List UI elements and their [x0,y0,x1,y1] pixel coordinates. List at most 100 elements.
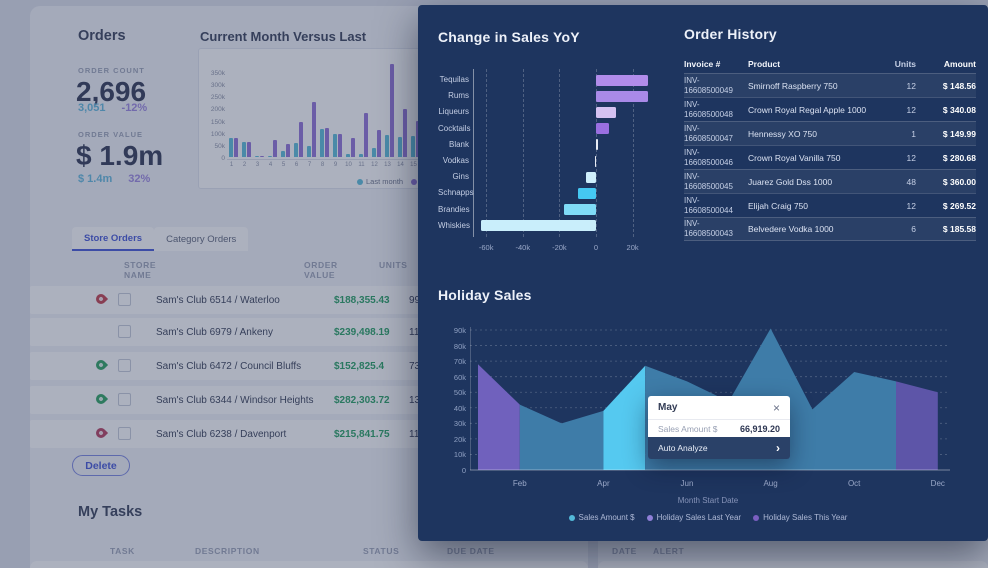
yoy-chart: -60k -40k -20k 0 20k Tequilas Rums Liqueurs Cock… [438,55,688,265]
x-axis-tick-label: -60k [478,243,494,252]
month-chart-bar[interactable] [268,156,272,157]
row-checkbox[interactable] [118,393,131,406]
area-segment[interactable] [896,381,938,470]
product-name: Belvedere Vodka 1000 [748,224,834,234]
tab-store-orders[interactable]: Store Orders [72,227,155,251]
grid-line [559,69,561,237]
alert-column-header: ALERT [653,546,685,556]
month-chart-bar[interactable] [372,147,376,157]
sales-analysis-panel: Change in Sales YoY -60k -40k -20k 0 20k Tequ… [418,5,988,541]
month-chart-bar[interactable] [359,153,363,157]
units-value: 1 [911,128,916,139]
row-checkbox[interactable] [118,325,131,338]
month-chart-bar[interactable] [398,137,402,157]
table-row: INV- 16608500045 Juarez Gold Dss 1000 48 … [684,169,976,193]
yoy-bar[interactable] [480,220,596,232]
month-chart-bar[interactable] [377,130,381,157]
month-chart-bar[interactable] [307,145,311,157]
yoy-bar[interactable] [563,204,596,216]
month-chart-bar[interactable] [281,150,285,157]
store-name-header: STORE NAME [124,260,157,280]
yoy-bar[interactable] [596,139,598,151]
product-name: Crown Royal Vanilla 750 [748,152,841,163]
month-chart-bar[interactable] [411,136,415,157]
month-chart-bar[interactable] [242,141,246,157]
invoice-number: INV- 16608500046 [684,147,733,167]
legend-item[interactable]: Sales Amount $ [568,513,635,522]
amount-value: $ 340.08 [942,104,976,115]
yoy-bar[interactable] [596,123,609,135]
month-chart-bar[interactable] [320,129,324,157]
yoy-bar[interactable] [586,171,596,183]
month-chart-bar[interactable] [338,134,342,157]
units-value: 12 [906,80,916,91]
date-column-header: DATE [612,546,637,556]
close-icon[interactable]: × [772,400,780,415]
month-chart-bar[interactable] [255,156,259,157]
yoy-bar[interactable] [577,187,596,199]
x-axis-tick-label: -20k [552,243,567,252]
legend-item[interactable]: Holiday Sales Last Year [646,513,741,522]
month-chart-bar[interactable] [403,108,407,157]
table-row: INV- 16608500048 Crown Royal Regal Apple … [684,97,976,121]
month-chart-bar[interactable] [312,102,316,157]
legend-item[interactable]: Holiday Sales This Year [753,513,847,522]
month-chart-bar[interactable] [286,143,290,157]
area-segment[interactable] [519,404,604,470]
tab-category-orders[interactable]: Category Orders [154,227,249,251]
my-tasks-title: My Tasks [78,504,143,520]
table-row: INV- 16608500047 Hennessy XO 750 1 $ 149.… [684,121,976,145]
area-segment[interactable] [603,365,646,470]
x-axis-tick-label: 15 [410,162,417,168]
x-axis-tick-label: 8 [320,162,325,168]
invoice-header: Invoice # [684,58,721,69]
month-chart-bar[interactable] [247,142,251,157]
month-chart-bar[interactable] [260,155,264,157]
x-axis-tick-label: Apr [597,479,610,488]
units-value: 12 [906,152,916,163]
order-history-table: Invoice # Product Units Amount INV- 16608… [684,55,976,241]
month-chart-title: Current Month Versus Last [200,29,367,44]
yoy-bar[interactable] [596,74,649,86]
y-axis-tick-label: 90k [453,326,466,335]
month-chart-bar[interactable] [364,113,368,157]
month-chart-bar[interactable] [333,134,337,157]
y-axis-tick-label: 30k [453,419,466,429]
legend-label: Last month [366,177,404,186]
invoice-number: INV- 16608500047 [684,123,733,143]
delete-button[interactable]: Delete [72,455,130,476]
month-chart-bar[interactable] [229,137,233,157]
month-chart-bar[interactable] [273,139,277,157]
category-label: Whiskies [438,220,471,230]
month-chart-bar[interactable] [294,143,298,157]
legend-dot-icon [568,514,575,521]
month-chart-bar[interactable] [299,121,303,157]
area-segment[interactable] [478,364,520,470]
month-chart-bar[interactable] [234,137,238,157]
x-axis-tick-label: 11 [358,162,365,168]
yoy-bar[interactable] [594,155,596,167]
category-label: Cocktails [438,123,471,133]
legend-item[interactable]: Last month [357,177,403,186]
yoy-bar[interactable] [596,90,648,102]
month-chart-bar[interactable] [390,63,394,157]
month-chart-bar[interactable] [351,137,355,157]
card-divider [588,540,598,568]
yoy-bar[interactable] [596,106,617,118]
month-chart-bar[interactable] [346,154,350,157]
category-label: Schnapps [438,188,474,198]
row-checkbox[interactable] [118,293,131,306]
category-label: Blank [448,139,469,149]
order-value-value: $ 1.9m [76,140,164,171]
order-value-delta: 32% [128,173,151,185]
auto-analyze-button[interactable]: Auto Analyze › [648,437,790,459]
order-count-delta: -12% [121,102,148,114]
row-checkbox[interactable] [118,359,131,372]
month-chart-bar[interactable] [325,128,329,157]
x-axis-tick-label: 20k [626,243,639,252]
month-chart-bar[interactable] [385,134,389,157]
row-checkbox[interactable] [118,427,131,440]
y-axis-tick-label: 200k [210,106,225,114]
invoice-number: INV- 16608500045 [684,171,733,191]
y-axis-tick-label: 250k [210,94,225,102]
